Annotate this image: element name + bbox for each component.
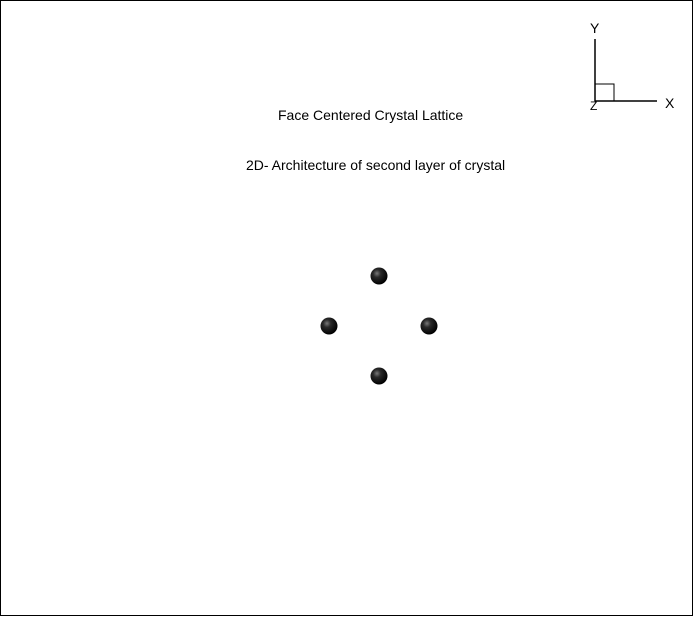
z-axis-label: Z <box>590 99 597 113</box>
axis-triad: Y X Z <box>581 15 686 115</box>
y-axis-label: Y <box>590 20 600 36</box>
diagram-subtitle: 2D- Architecture of second layer of crys… <box>246 157 506 173</box>
atom-left <box>320 317 338 335</box>
axis-origin-square <box>594 83 615 102</box>
atom-bottom <box>370 367 388 385</box>
diagram-title: Face Centered Crystal Lattice <box>278 107 464 123</box>
atom-top <box>370 267 388 285</box>
axis-triad-svg: Y X Z <box>590 20 675 113</box>
x-axis-label: X <box>665 95 675 111</box>
atom-right <box>420 317 438 335</box>
